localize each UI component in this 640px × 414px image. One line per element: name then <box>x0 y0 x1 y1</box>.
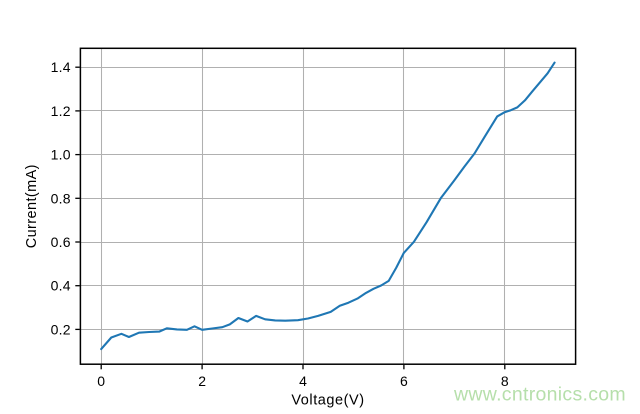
svg-text:2: 2 <box>198 373 206 389</box>
svg-text:www.cntronics.com: www.cntronics.com <box>453 383 626 405</box>
svg-text:1.4: 1.4 <box>51 59 71 75</box>
svg-text:Voltage(V): Voltage(V) <box>291 393 364 409</box>
svg-text:4: 4 <box>299 373 307 389</box>
svg-text:0: 0 <box>97 373 105 389</box>
svg-text:6: 6 <box>400 373 408 389</box>
svg-text:0.4: 0.4 <box>51 278 71 294</box>
svg-text:1.0: 1.0 <box>51 147 71 163</box>
svg-text:8: 8 <box>501 373 509 389</box>
svg-text:1.2: 1.2 <box>51 103 71 119</box>
svg-text:0.2: 0.2 <box>51 321 71 337</box>
svg-text:Current(mA): Current(mA) <box>24 164 40 248</box>
svg-text:0.6: 0.6 <box>51 234 71 250</box>
svg-text:0.8: 0.8 <box>51 190 71 206</box>
